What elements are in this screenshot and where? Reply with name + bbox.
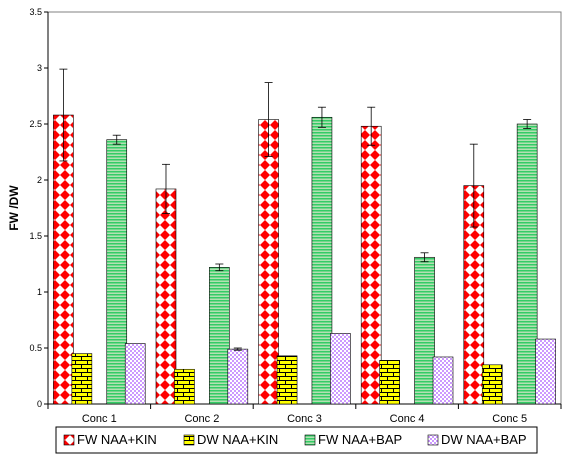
legend-box xyxy=(55,426,538,454)
plot-area: 0 0.5 1 1.5 2 2.5 3 3.5 Conc 1 Conc 2 Conc 3 Conc 4… xyxy=(29,7,562,425)
legend-swatch xyxy=(304,434,316,446)
bar xyxy=(258,119,279,405)
bar xyxy=(209,267,230,405)
bar xyxy=(276,355,298,405)
y-tick-label: 3.5 xyxy=(29,7,42,17)
y-axis-title: FW /DW xyxy=(7,185,21,231)
x-tick-label: Conc 4 xyxy=(390,413,425,425)
bar xyxy=(414,256,435,405)
y-tick-label: 1.5 xyxy=(29,231,42,241)
y-tick-label: 0 xyxy=(37,399,42,409)
bar xyxy=(432,356,454,405)
bar xyxy=(535,338,556,405)
x-tick-label: Conc 3 xyxy=(287,413,322,425)
bar xyxy=(71,353,93,405)
bar xyxy=(516,123,538,405)
y-tick-label: 2 xyxy=(37,175,42,185)
bar xyxy=(124,343,146,405)
legend-label: DW NAA+BAP xyxy=(441,432,527,447)
y-tick-label: 2.5 xyxy=(29,119,42,129)
bar xyxy=(360,125,382,405)
legend-label: DW NAA+KIN xyxy=(197,432,278,447)
bar xyxy=(174,368,195,405)
bar xyxy=(311,116,333,405)
y-tick-label: 1 xyxy=(37,287,42,297)
x-tick-label: Conc 1 xyxy=(82,413,117,425)
bar xyxy=(155,188,177,405)
legend-label: FW NAA+KIN xyxy=(77,432,157,447)
x-tick-label: Conc 2 xyxy=(184,413,219,425)
legend-label: FW NAA+BAP xyxy=(318,432,402,447)
bar xyxy=(330,333,351,405)
legend: FW NAA+KIN DW NAA+KIN FW NAA+BAP DW NAA+BAP xyxy=(55,426,538,454)
bar xyxy=(106,139,128,405)
y-tick-label: 0.5 xyxy=(29,343,42,353)
legend-swatch xyxy=(63,434,75,446)
y-tick-label: 3 xyxy=(37,63,42,73)
legend-swatch xyxy=(183,434,195,446)
x-tick-label: Conc 5 xyxy=(492,413,527,425)
legend-swatch xyxy=(427,434,439,446)
bar xyxy=(379,360,400,405)
bar xyxy=(227,348,249,405)
bar xyxy=(481,364,503,405)
